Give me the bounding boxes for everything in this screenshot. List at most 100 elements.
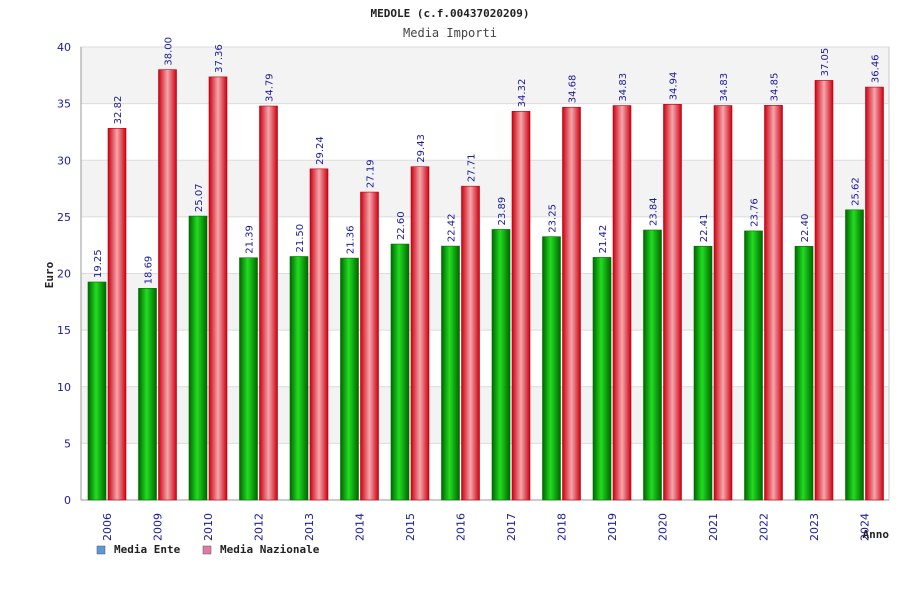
value-label: 25.62 (851, 177, 862, 206)
bar-media-nazionale (511, 111, 531, 501)
bar-media-ente (138, 288, 157, 501)
x-tick-label: 2006 (101, 513, 114, 541)
x-axis-label: Anno (863, 528, 890, 541)
y-tick-label: 30 (57, 154, 71, 167)
x-tick-label: 2013 (303, 513, 316, 541)
value-label: 34.85 (770, 73, 781, 102)
value-label: 34.32 (517, 79, 528, 108)
bar-media-nazionale (158, 69, 177, 501)
bar-media-ente (340, 257, 359, 501)
legend-swatch-media-nazionale (202, 545, 212, 555)
value-label: 23.84 (649, 197, 660, 226)
bar-media-ente (87, 281, 107, 501)
y-tick-label: 35 (57, 98, 71, 111)
y-tick-label: 10 (57, 381, 71, 394)
value-label: 21.39 (245, 225, 256, 254)
bars (87, 69, 884, 501)
bar-media-ente (491, 229, 511, 501)
value-label: 25.07 (194, 183, 205, 212)
chart-subtitle: Media Importi (403, 26, 497, 40)
value-label: 36.46 (871, 54, 882, 83)
y-tick-label: 20 (57, 268, 71, 281)
value-label: 38.00 (164, 37, 175, 66)
bar-media-nazionale (865, 86, 884, 501)
bar-media-ente (390, 243, 410, 501)
bar-media-nazionale (107, 128, 127, 501)
value-label: 23.89 (497, 197, 508, 226)
value-label: 22.41 (699, 214, 710, 243)
x-tick-label: 2020 (657, 513, 670, 541)
bar-media-nazionale (461, 185, 480, 501)
value-label: 21.50 (295, 224, 306, 253)
value-label: 21.42 (598, 225, 609, 254)
value-label: 34.68 (568, 75, 579, 104)
legend-swatch-media-ente (96, 545, 106, 555)
value-label: 22.42 (447, 213, 458, 242)
value-labels: 19.25 32.82 18.69 38.00 25.07 37.36 21.39 34.79… (93, 37, 882, 284)
bar-media-nazionale (713, 105, 733, 501)
value-label: 34.94 (669, 72, 680, 101)
bar-media-nazionale (360, 191, 379, 501)
bar-media-ente (542, 236, 561, 501)
x-tick-label: 2023 (808, 513, 821, 541)
bar-media-ente (592, 257, 612, 501)
y-axis-label: Euro (43, 261, 56, 288)
bar-media-nazionale (814, 80, 834, 501)
value-label: 29.24 (315, 136, 326, 165)
value-label: 23.25 (548, 204, 559, 233)
value-label: 32.82 (113, 96, 124, 125)
x-tick-label: 2018 (556, 513, 569, 541)
y-tick-label: 15 (57, 324, 71, 337)
bar-media-nazionale (309, 168, 329, 501)
legend-label-media-nazionale: Media Nazionale (220, 543, 320, 556)
x-tick-label: 2014 (354, 513, 367, 541)
x-tick-label: 2012 (253, 513, 266, 541)
bar-media-ente (794, 246, 814, 501)
legend: Media Ente Media Nazionale (96, 543, 320, 556)
bar-media-ente (845, 209, 864, 501)
value-label: 34.79 (265, 73, 276, 102)
x-tick-label: 2021 (707, 513, 720, 541)
value-label: 18.69 (144, 256, 155, 285)
value-label: 22.60 (396, 211, 407, 240)
y-tick-label: 5 (64, 437, 71, 450)
bar-media-nazionale (410, 166, 430, 501)
value-label: 37.36 (214, 44, 225, 73)
bar-media-nazionale (612, 105, 632, 501)
legend-label-media-ente: Media Ente (114, 543, 181, 556)
y-tick-label: 40 (57, 41, 71, 54)
y-axis-ticks: 0 5 10 15 20 25 30 35 40 (57, 41, 71, 507)
x-tick-label: 2019 (606, 513, 619, 541)
value-label: 34.83 (618, 73, 629, 102)
grid-band (81, 47, 889, 104)
x-tick-label: 2022 (758, 513, 771, 541)
x-tick-label: 2015 (404, 513, 417, 541)
chart-title: MEDOLE (c.f.00437020209) (371, 7, 530, 20)
bar-media-nazionale (663, 104, 682, 501)
bar-media-ente (239, 257, 258, 501)
x-tick-label: 2016 (455, 513, 468, 541)
bar-media-ente (289, 256, 309, 501)
bar-media-ente (693, 245, 713, 501)
bar-media-nazionale (208, 76, 228, 501)
bar-media-nazionale (562, 106, 581, 501)
x-tick-label: 2017 (505, 513, 518, 541)
bar-media-ente (744, 230, 763, 501)
x-tick-label: 2010 (202, 513, 215, 541)
y-tick-label: 25 (57, 211, 71, 224)
bar-media-ente (643, 229, 662, 501)
bar-media-ente (188, 215, 208, 501)
value-label: 37.05 (820, 48, 831, 77)
x-tick-label: 2009 (152, 513, 165, 541)
x-axis-ticks: 2006 2009 2010 2012 2013 2014 2015 2016 2017 2018… (101, 513, 872, 541)
value-label: 27.19 (366, 159, 377, 188)
value-label: 23.76 (750, 198, 761, 227)
x-tick-label: 2024 (859, 513, 872, 541)
value-label: 19.25 (93, 249, 104, 278)
y-tick-label: 0 (64, 494, 71, 507)
bar-media-nazionale (259, 105, 278, 501)
bar-media-nazionale (764, 105, 783, 501)
bar-media-ente (441, 245, 460, 501)
value-label: 22.40 (800, 214, 811, 243)
